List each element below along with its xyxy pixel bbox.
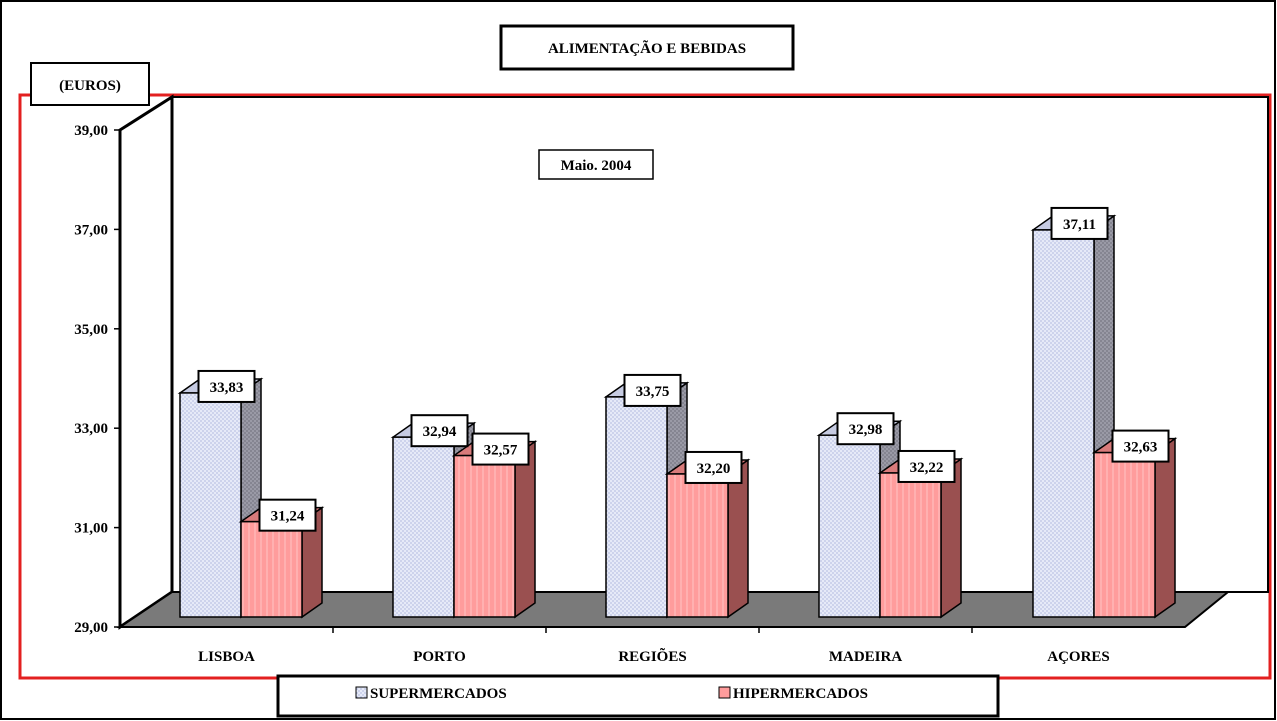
title-box bbox=[499, 24, 795, 71]
data-label-text: 37,11 bbox=[1063, 217, 1096, 233]
x-tick-label: AÇORES bbox=[1047, 649, 1110, 665]
data-label-text: 32,22 bbox=[910, 460, 944, 476]
data-label-text: 32,94 bbox=[423, 424, 457, 440]
data-label-text: 33,75 bbox=[636, 384, 670, 400]
legend-box bbox=[276, 674, 1000, 718]
bar-hipermercados-açores bbox=[1091, 437, 1178, 619]
side-wall bbox=[118, 94, 174, 630]
data-label: 32,63 bbox=[1111, 429, 1170, 463]
y-tick-label: 37,00 bbox=[74, 222, 108, 238]
y-tick-label: 33,00 bbox=[74, 421, 108, 437]
data-label-text: 32,98 bbox=[849, 422, 883, 438]
subtitle-box bbox=[538, 149, 654, 180]
data-label: 32,22 bbox=[897, 449, 956, 483]
x-tick-label: LISBOA bbox=[198, 649, 255, 665]
chart-title: ALIMENTAÇÃO E BEBIDAS bbox=[548, 39, 746, 57]
y-axis-label: (EUROS) bbox=[59, 78, 121, 94]
data-label-text: 33,83 bbox=[210, 380, 244, 396]
y-tick-label: 35,00 bbox=[74, 322, 108, 338]
legend-swatch-supermercados bbox=[355, 686, 368, 699]
data-label: 33,83 bbox=[197, 369, 256, 403]
data-label: 33,75 bbox=[623, 373, 682, 407]
legend-label-supermercados: SUPERMERCADOS bbox=[370, 686, 507, 702]
x-tick-label: MADEIRA bbox=[829, 649, 902, 665]
legend-item-hipermercados: HIPERMERCADOS bbox=[718, 686, 868, 702]
data-label: 31,24 bbox=[258, 498, 317, 532]
y-tick-label: 39,00 bbox=[74, 123, 108, 139]
x-tick-label: PORTO bbox=[413, 649, 466, 665]
data-label: 32,57 bbox=[471, 432, 530, 466]
data-label-text: 31,24 bbox=[271, 509, 305, 525]
data-label-text: 32,57 bbox=[484, 443, 518, 459]
legend-item-supermercados: SUPERMERCADOS bbox=[355, 686, 507, 702]
y-tick-label: 31,00 bbox=[74, 521, 108, 537]
y-tick-label: 29,00 bbox=[74, 620, 108, 636]
legend-swatch-hipermercados bbox=[718, 686, 731, 699]
x-tick-label: REGIÕES bbox=[618, 647, 686, 665]
data-label: 32,94 bbox=[410, 414, 469, 448]
data-label: 32,98 bbox=[836, 412, 895, 446]
bar-hipermercados-porto bbox=[451, 440, 538, 619]
legend-label-hipermercados: HIPERMERCADOS bbox=[733, 686, 868, 702]
chart-subtitle: Maio. 2004 bbox=[561, 158, 632, 174]
data-label: 37,11 bbox=[1050, 206, 1109, 240]
data-label-text: 32,63 bbox=[1124, 440, 1158, 456]
y-unit-box bbox=[30, 62, 150, 106]
data-label: 32,20 bbox=[684, 450, 743, 484]
data-label-text: 32,20 bbox=[697, 461, 731, 477]
